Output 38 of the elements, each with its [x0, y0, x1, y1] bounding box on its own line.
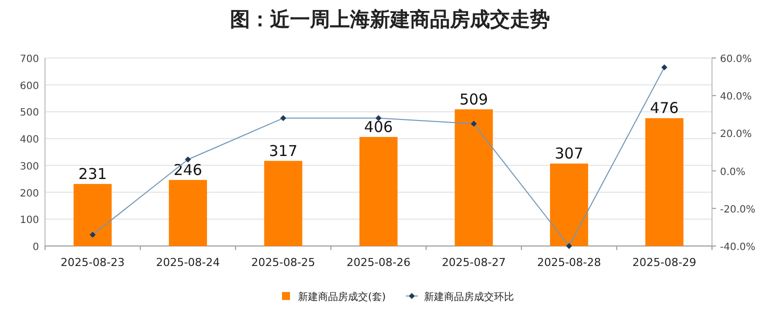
data-label: 509 — [459, 90, 488, 108]
y2-tick-label: 60.0% — [720, 54, 752, 65]
y-tick-label: 500 — [20, 108, 39, 119]
bar — [74, 184, 112, 246]
y-tick-label: 700 — [20, 54, 39, 65]
data-label: 246 — [174, 160, 202, 179]
y2-tick-label: 0.0% — [720, 166, 746, 178]
data-label: 307 — [554, 144, 584, 163]
y-tick-label: 400 — [20, 134, 39, 146]
data-label: 231 — [78, 164, 107, 183]
legend-label: 新建商品房成交环比 — [424, 291, 514, 303]
y-tick-label: 300 — [20, 161, 39, 172]
y-tick-label: 600 — [20, 80, 39, 92]
x-tick-label: 2025-08-25 — [251, 256, 316, 269]
x-tick-label: 2025-08-23 — [60, 256, 125, 269]
bar — [550, 164, 588, 246]
y-tick-label: 100 — [20, 215, 39, 226]
chart-title: 图：近一周上海新建商品房成交走势 — [230, 7, 550, 31]
x-tick-label: 2025-08-28 — [537, 256, 602, 269]
x-tick-label: 2025-08-29 — [632, 256, 696, 269]
y-tick-label: 200 — [20, 188, 39, 200]
y-tick-label: 0 — [32, 242, 39, 253]
bar — [264, 160, 302, 246]
data-label: 406 — [364, 118, 393, 136]
y2-tick-label: -20.0% — [720, 204, 756, 216]
data-label: 317 — [268, 142, 298, 160]
data-label: 476 — [650, 99, 679, 118]
y2-tick-label: -40.0% — [720, 242, 756, 253]
bar — [168, 180, 207, 246]
x-tick-label: 2025-08-26 — [346, 256, 410, 269]
legend-label: 新建商品房成交(套) — [298, 291, 386, 303]
y2-tick-label: 20.0% — [720, 129, 752, 140]
y2-tick-label: 40.0% — [720, 92, 752, 103]
x-tick-label: 2025-08-24 — [156, 256, 220, 269]
x-tick-label: 2025-08-27 — [442, 256, 506, 269]
bar — [454, 109, 493, 246]
bar — [359, 136, 398, 246]
bar — [645, 118, 684, 246]
